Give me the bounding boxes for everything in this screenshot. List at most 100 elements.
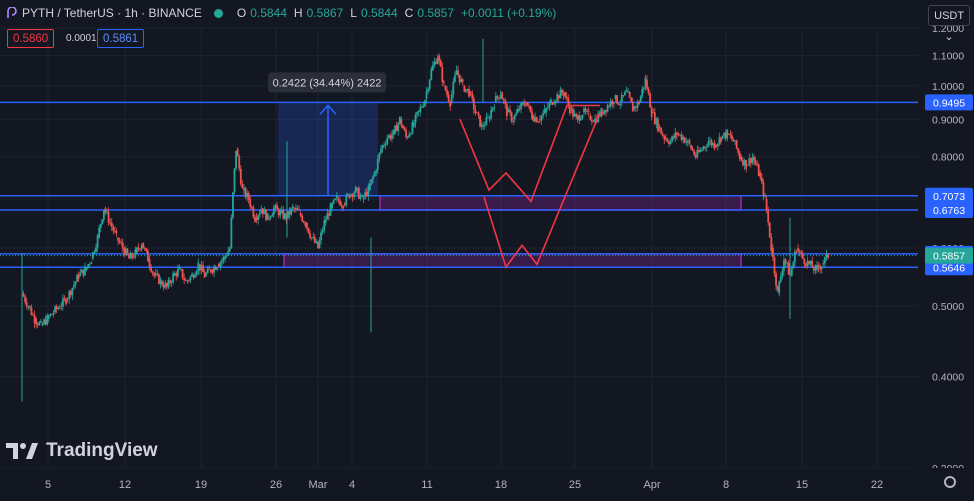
candle-body — [260, 209, 263, 214]
candle-body — [43, 319, 45, 324]
candle-body — [619, 104, 622, 106]
candle-body — [816, 264, 818, 270]
candle-body — [73, 284, 75, 288]
high-label: H — [293, 6, 303, 20]
candle-body — [617, 103, 620, 105]
candle-body — [145, 248, 148, 251]
candle-body — [447, 94, 450, 102]
candle-body — [584, 108, 587, 112]
candle-body — [724, 132, 727, 139]
candle-body — [436, 57, 439, 64]
candle-body — [760, 177, 763, 183]
candle-body — [238, 156, 241, 169]
candle-body — [554, 100, 557, 104]
candle-body — [779, 276, 782, 282]
candle-body — [515, 112, 518, 116]
candle-body — [809, 260, 812, 265]
candle-body — [203, 272, 206, 278]
candle-body — [381, 145, 384, 149]
candle-body — [794, 251, 796, 262]
candle-body — [364, 192, 367, 197]
candle-body — [671, 136, 674, 142]
low-value: 0.5844 — [360, 6, 398, 20]
candle-body — [644, 77, 647, 88]
candle-body — [494, 95, 497, 103]
pattern-drawing[interactable] — [459, 104, 601, 269]
candle-body — [635, 106, 637, 108]
candle-body — [272, 207, 275, 215]
candle-body — [339, 200, 341, 206]
price-tick-label: 1.0000 — [932, 81, 964, 93]
candle-body — [159, 279, 162, 284]
buy-button[interactable]: 0.5861 — [97, 29, 145, 48]
candle-body — [104, 208, 107, 213]
open-value: 0.5844 — [250, 6, 287, 20]
candle-body — [444, 85, 447, 91]
candle-body — [675, 132, 678, 136]
candle-body — [620, 95, 623, 103]
candle-body — [274, 205, 277, 209]
candle-body — [254, 216, 256, 222]
candle-body — [408, 134, 411, 138]
candle-body — [296, 208, 299, 211]
gear-icon[interactable] — [944, 476, 956, 488]
candle-body — [142, 242, 145, 249]
measure-tool[interactable]: 0.2422 (34.44%) 2422 — [268, 72, 386, 196]
candle-body — [721, 135, 724, 138]
candle-body — [47, 316, 50, 319]
time-tick-label: 8 — [723, 479, 729, 491]
candle-body — [748, 158, 751, 166]
currency-dropdown[interactable]: USDT ⌄ — [928, 5, 970, 43]
candle-body — [340, 205, 343, 207]
candle-body — [279, 210, 282, 216]
candle-body — [778, 281, 781, 294]
candle-body — [88, 264, 91, 265]
candle-body — [101, 219, 104, 224]
candle-body — [335, 195, 338, 199]
time-axis[interactable]: 5 12 19 26 Mar 4 11 18 25 Apr 8 15 22 — [0, 468, 974, 501]
open-label: O — [236, 6, 247, 20]
candle-body — [112, 226, 115, 231]
candle-body — [181, 269, 184, 279]
candle-body — [257, 215, 260, 221]
candle-body — [164, 283, 167, 288]
candle-body — [320, 232, 323, 241]
candle-body — [542, 113, 544, 116]
candle-body — [378, 152, 381, 159]
candle-body — [783, 260, 785, 271]
candle-body — [642, 87, 645, 90]
candle-body — [564, 92, 567, 97]
candle-body — [561, 89, 563, 94]
candle-body — [148, 258, 151, 267]
candle-body — [235, 150, 237, 169]
candle-body — [540, 115, 543, 121]
candle-body — [773, 257, 776, 274]
candle-body — [699, 149, 702, 152]
candle-body — [704, 146, 707, 148]
sell-button[interactable]: 0.5860 — [7, 29, 55, 48]
chevron-down-icon: ⌄ — [944, 31, 954, 43]
symbol-title[interactable]: PYTH / TetherUS · 1h · BINANCE — [22, 6, 202, 20]
candle-body — [387, 135, 390, 138]
candle-body — [808, 260, 811, 264]
candle-body — [827, 253, 829, 258]
candle-body — [820, 266, 823, 270]
candle-body — [302, 221, 305, 223]
spread-value: 0.0001 — [66, 33, 97, 44]
candle-body — [361, 195, 363, 197]
candle-body — [276, 205, 278, 210]
level-price-label: 0.5646 — [933, 262, 965, 274]
pattern-line-upper — [459, 104, 600, 203]
candle-body — [121, 242, 124, 249]
candle-body — [474, 109, 477, 114]
candle-body — [370, 179, 373, 185]
candle-body — [228, 248, 231, 252]
candle-body — [285, 213, 288, 221]
candle-body — [463, 85, 466, 92]
candle-body — [784, 258, 787, 264]
candle-body — [471, 92, 474, 99]
candle-body — [271, 214, 274, 217]
candle-body — [476, 112, 478, 114]
